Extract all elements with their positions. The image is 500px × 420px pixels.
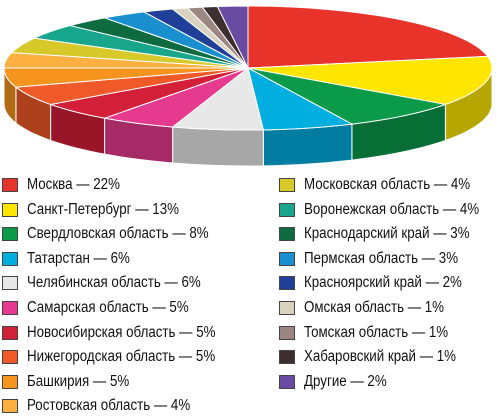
legend-swatch bbox=[279, 178, 295, 192]
legend-label: Краснодарский край — 3% bbox=[304, 225, 470, 243]
legend-swatch bbox=[2, 251, 18, 266]
legend-label: Башкирия — 5% bbox=[27, 372, 130, 390]
legend-item: Пермская область — 3% bbox=[277, 248, 500, 273]
legend-label: Челябинская область — 6% bbox=[27, 274, 201, 292]
legend-item: Московская область — 4% bbox=[277, 174, 500, 199]
legend-label: Красноярский край — 2% bbox=[304, 274, 462, 292]
legend-item: Хабаровский край — 1% bbox=[277, 346, 500, 371]
legend-item: Омская область — 1% bbox=[277, 297, 500, 322]
legend-item: Свердловская область — 8% bbox=[0, 223, 223, 248]
legend-item: Нижегородская область — 5% bbox=[0, 346, 223, 371]
legend-column-left: Москва — 22% Санкт-Петербург — 13% Свердло… bbox=[0, 174, 223, 420]
legend-swatch bbox=[279, 300, 295, 315]
legend-swatch bbox=[2, 399, 18, 414]
legend-swatch bbox=[2, 202, 18, 217]
legend-item: Башкирия — 5% bbox=[0, 371, 223, 396]
legend-item: Челябинская область — 6% bbox=[0, 272, 223, 297]
pie-slice bbox=[247, 55, 493, 105]
legend-item: Воронежская область — 4% bbox=[277, 199, 500, 224]
legend-swatch bbox=[279, 350, 295, 365]
legend-label: Самарская область — 5% bbox=[27, 298, 189, 316]
legend-label: Свердловская область — 8% bbox=[27, 225, 209, 243]
legend-label: Московская область — 4% bbox=[304, 176, 471, 193]
legend-swatch bbox=[2, 350, 18, 365]
legend-item: Москва — 22% bbox=[0, 174, 223, 199]
legend-swatch bbox=[2, 227, 18, 242]
pie-chart-svg bbox=[3, 5, 493, 167]
legend-item: Самарская область — 5% bbox=[0, 297, 223, 322]
legend-swatch bbox=[279, 374, 295, 389]
legend-swatch bbox=[2, 325, 18, 340]
legend-swatch bbox=[279, 251, 295, 266]
legend-swatch bbox=[2, 178, 18, 192]
legend-label: Другие — 2% bbox=[304, 372, 387, 390]
legend-label: Ростовская область — 4% bbox=[27, 397, 191, 415]
legend-item: Краснодарский край — 3% bbox=[277, 223, 500, 248]
legend-label: Омская область — 1% bbox=[304, 298, 445, 316]
legend-label: Воронежская область — 4% bbox=[304, 200, 480, 218]
legend-label: Томская область — 1% bbox=[304, 323, 449, 341]
pie-slice-side bbox=[172, 126, 264, 167]
legend-label: Хабаровский край — 1% bbox=[304, 348, 457, 366]
legend-item: Санкт-Петербург — 13% bbox=[0, 199, 223, 224]
legend-item: Другие — 2% bbox=[277, 371, 500, 396]
legend-label: Татарстан — 6% bbox=[27, 249, 130, 267]
legend-item: Ростовская область — 4% bbox=[0, 395, 223, 420]
pie-slice bbox=[247, 5, 489, 69]
legend-swatch bbox=[279, 276, 295, 291]
legend-label: Санкт-Петербург — 13% bbox=[27, 200, 179, 218]
legend-swatch bbox=[279, 202, 295, 217]
legend-label: Новосибирская область — 5% bbox=[27, 323, 216, 341]
legend-swatch bbox=[279, 227, 295, 242]
legend-swatch bbox=[2, 374, 18, 389]
legend-swatch bbox=[279, 325, 295, 340]
legend-label: Пермская область — 3% bbox=[304, 249, 459, 267]
legend-item: Новосибирская область — 5% bbox=[0, 322, 223, 347]
pie-slice bbox=[247, 67, 448, 125]
legend-item: Татарстан — 6% bbox=[0, 248, 223, 273]
pie-chart bbox=[0, 0, 500, 170]
legend-column-right: Московская область — 4% Воронежская облас… bbox=[277, 174, 500, 395]
legend-item: Томская область — 1% bbox=[277, 322, 500, 347]
legend-item: Красноярский край — 2% bbox=[277, 272, 500, 297]
pie-slice bbox=[216, 5, 249, 69]
legend-label: Москва — 22% bbox=[27, 176, 120, 193]
legend-swatch bbox=[2, 300, 18, 315]
legend-label: Нижегородская область — 5% bbox=[27, 348, 216, 366]
pie-slice-side bbox=[262, 123, 353, 167]
legend: Москва — 22% Санкт-Петербург — 13% Свердло… bbox=[0, 174, 500, 419]
legend-swatch bbox=[2, 276, 18, 291]
